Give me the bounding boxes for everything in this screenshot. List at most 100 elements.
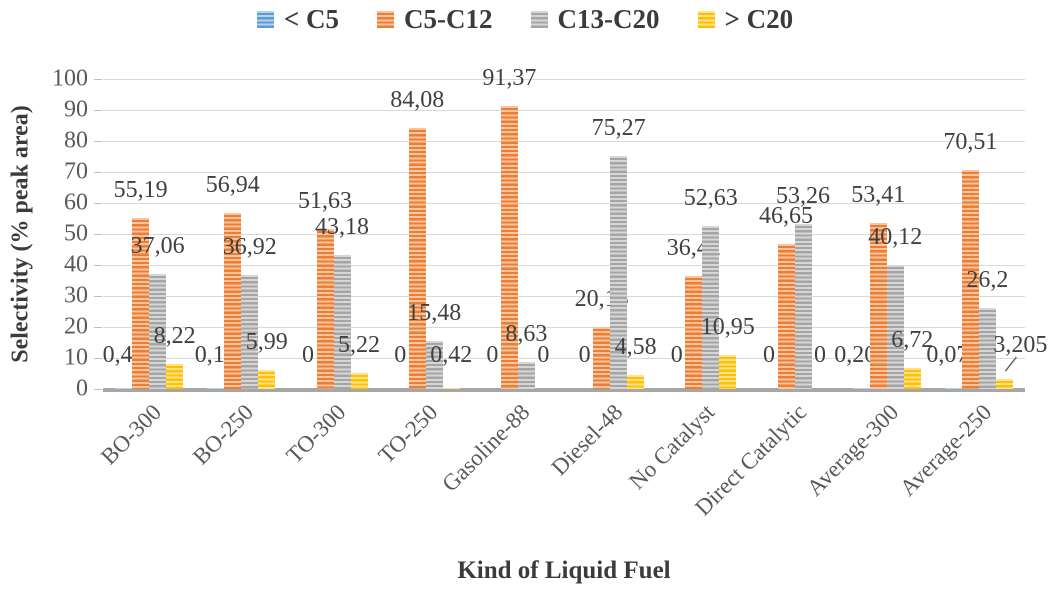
bar-c13-c20-to-250 bbox=[425, 341, 443, 389]
bar-c20-average-250 bbox=[995, 379, 1013, 389]
y-tick-label: 100 bbox=[52, 65, 88, 92]
bar-value-label: 4,58 bbox=[614, 333, 657, 360]
bar-c13-c20-diesel-48 bbox=[610, 155, 628, 389]
bar-value-label: 0 bbox=[302, 342, 314, 368]
bar-c5-c12-to-250 bbox=[408, 128, 426, 389]
bar-c5-c12-average-300 bbox=[869, 223, 887, 389]
legend-label: > C20 bbox=[724, 4, 794, 34]
y-tick-mark bbox=[94, 203, 102, 204]
bar-value-label: 0 bbox=[814, 342, 826, 368]
x-axis-title: Kind of Liquid Fuel bbox=[457, 557, 671, 584]
bar-c5-c12-average-250 bbox=[961, 170, 979, 389]
y-tick-label: 40 bbox=[64, 251, 88, 278]
bar-c13-c20-average-300 bbox=[886, 264, 904, 389]
bar-value-label: 52,63 bbox=[683, 184, 738, 211]
x-category-label-gasoline-88: Gasoline-88 bbox=[437, 399, 535, 497]
bar-value-label: 0,42 bbox=[430, 342, 473, 368]
y-tick-label: 60 bbox=[64, 189, 88, 216]
gridline bbox=[103, 79, 1025, 80]
y-tick-label: 20 bbox=[64, 313, 88, 340]
bar-value-label: 0 bbox=[670, 342, 683, 368]
gridline bbox=[103, 234, 1025, 235]
gridline bbox=[103, 141, 1025, 142]
bar-value-label: 53,41 bbox=[851, 182, 906, 209]
bar-value-label: 70,51 bbox=[943, 129, 998, 156]
bar-value-label: 5,99 bbox=[245, 329, 288, 356]
bar-value-label: 6,72 bbox=[891, 327, 934, 354]
legend: < C5 C5-C12 C13-C20 > C20 bbox=[0, 4, 1050, 35]
bar-c5-c12-no-catalyst bbox=[685, 276, 703, 389]
bar-c13-c20-no-catalyst bbox=[702, 225, 720, 389]
legend-label: C5-C12 bbox=[404, 4, 493, 34]
bar-c5-c12-bo-250 bbox=[224, 212, 242, 389]
bar-value-label: 53,26 bbox=[776, 182, 830, 209]
x-category-label-average-300: Average-300 bbox=[802, 399, 904, 501]
legend-swatch-icon bbox=[697, 11, 715, 28]
bar-value-label: 56,94 bbox=[205, 171, 260, 198]
bar-c13-c20-direct-catalytic bbox=[794, 223, 812, 389]
gridline bbox=[103, 358, 1025, 359]
bar-c13-c20-bo-300 bbox=[149, 274, 167, 389]
legend-item-c20: > C20 bbox=[697, 4, 794, 35]
legend-swatch-icon bbox=[256, 11, 274, 28]
y-tick-label: 10 bbox=[64, 344, 88, 371]
bar-c20-no-catalyst bbox=[719, 355, 737, 389]
bar-value-label: 0 bbox=[486, 342, 499, 368]
bar-c20-bo-300 bbox=[166, 363, 184, 389]
legend-label: < C5 bbox=[283, 4, 339, 34]
x-category-label-to-300: TO-300 bbox=[281, 399, 351, 469]
legend-item-c5: < C5 bbox=[256, 4, 339, 35]
bar-value-label: 0 bbox=[578, 342, 591, 368]
legend-item-c13-c20: C13-C20 bbox=[530, 4, 660, 35]
bar-value-label: 0 bbox=[394, 342, 407, 368]
y-tick-mark bbox=[94, 172, 102, 173]
bar-c5-average-300 bbox=[852, 387, 870, 389]
bar-value-label: 37,06 bbox=[130, 233, 185, 260]
bar-c5-c12-diesel-48 bbox=[593, 326, 611, 389]
bar-c20-to-300 bbox=[350, 372, 368, 389]
y-tick-label: 80 bbox=[64, 127, 88, 154]
gridline bbox=[103, 172, 1025, 173]
y-tick-label: 70 bbox=[64, 158, 88, 185]
bar-c13-c20-average-250 bbox=[978, 307, 996, 389]
bar-value-label: 91,37 bbox=[482, 64, 537, 91]
bar-value-label: 0 bbox=[537, 342, 550, 368]
bar-c13-c20-gasoline-88 bbox=[517, 362, 535, 389]
bar-value-label: 10,95 bbox=[700, 314, 755, 341]
x-axis-line bbox=[103, 388, 1025, 392]
legend-swatch-icon bbox=[530, 11, 548, 28]
bar-value-label: 51,63 bbox=[298, 187, 352, 214]
y-tick-mark bbox=[94, 296, 102, 297]
gridline bbox=[103, 265, 1025, 266]
gridline bbox=[103, 203, 1025, 204]
bar-c5-c12-gasoline-88 bbox=[500, 105, 518, 389]
x-category-label-bo-250: BO-250 bbox=[188, 399, 259, 470]
bar-value-label: 0 bbox=[763, 342, 775, 368]
x-category-label-bo-300: BO-300 bbox=[95, 399, 167, 470]
x-category-label-diesel-48: Diesel-48 bbox=[546, 399, 628, 481]
y-tick-mark bbox=[94, 358, 102, 359]
bar-value-label: 55,19 bbox=[113, 176, 168, 203]
bar-c5-c12-direct-catalytic bbox=[777, 244, 795, 389]
y-tick-mark bbox=[94, 234, 102, 235]
bar-c20-diesel-48 bbox=[627, 374, 645, 389]
bar-value-label: 36,92 bbox=[222, 233, 277, 260]
bar-c13-c20-to-300 bbox=[333, 255, 351, 389]
gridline bbox=[103, 110, 1025, 111]
y-tick-mark bbox=[94, 265, 102, 266]
legend-swatch-icon bbox=[377, 11, 394, 28]
y-tick-mark bbox=[94, 141, 102, 142]
x-category-label-no-catalyst: No Catalyst bbox=[624, 399, 720, 495]
bar-value-label: 40,12 bbox=[868, 223, 923, 250]
y-tick-label: 30 bbox=[64, 282, 88, 309]
y-tick-mark bbox=[94, 79, 102, 80]
bar-c5-c12-to-300 bbox=[316, 228, 334, 389]
bar-value-label: 26,2 bbox=[966, 266, 1009, 293]
bar-c5-c12-bo-300 bbox=[132, 217, 150, 389]
bar-c20-average-300 bbox=[903, 368, 921, 389]
x-category-label-to-250: TO-250 bbox=[373, 399, 443, 469]
plot-area: 0,41 0,15 0 0 0 0 0 0 0,205 0,075 55,19 56,94 51,63 8… bbox=[94, 66, 1047, 392]
bar-c20-to-250 bbox=[442, 387, 460, 389]
legend-label: C13-C20 bbox=[557, 4, 660, 34]
